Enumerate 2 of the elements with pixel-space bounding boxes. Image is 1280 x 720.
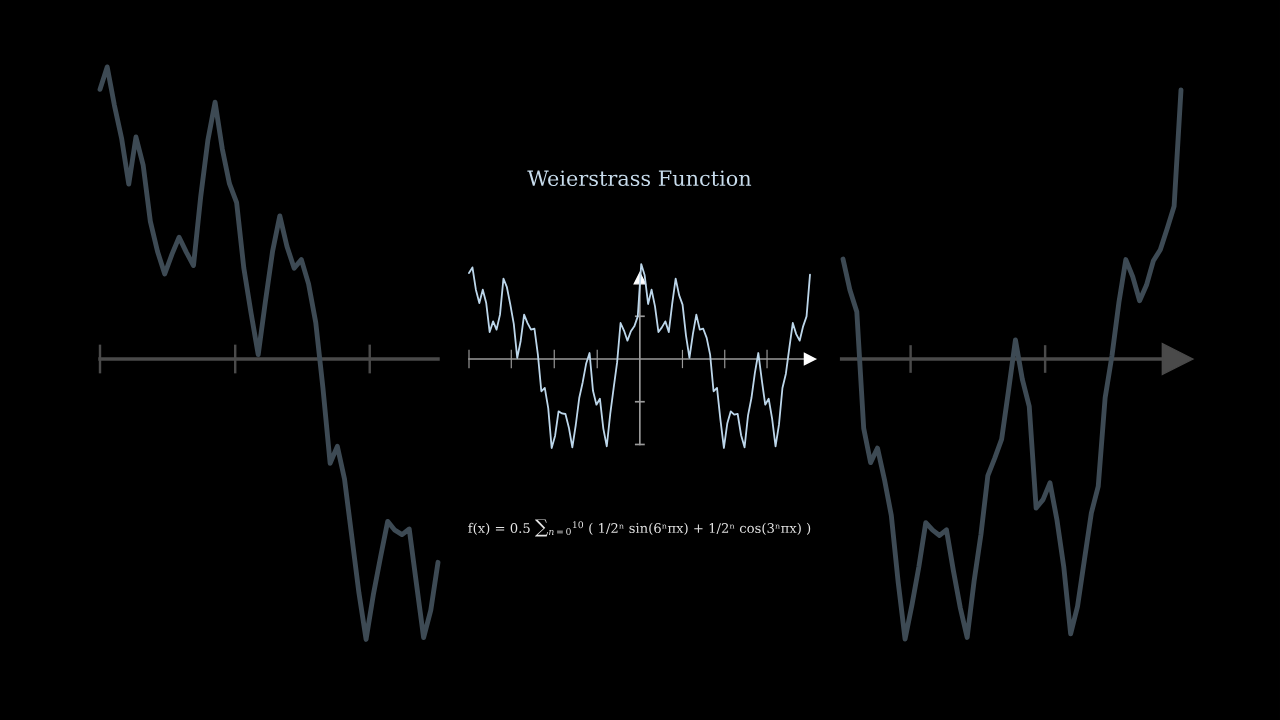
chart-title: Weierstrass Function [527, 170, 752, 187]
text: f(x) = 0.5 ∑$_{n=0}$$^{10}$ ( 1/2ⁿ sin(6ⁿπx) + 1/2ⁿ cos(3ⁿπx) ) [468, 519, 811, 537]
